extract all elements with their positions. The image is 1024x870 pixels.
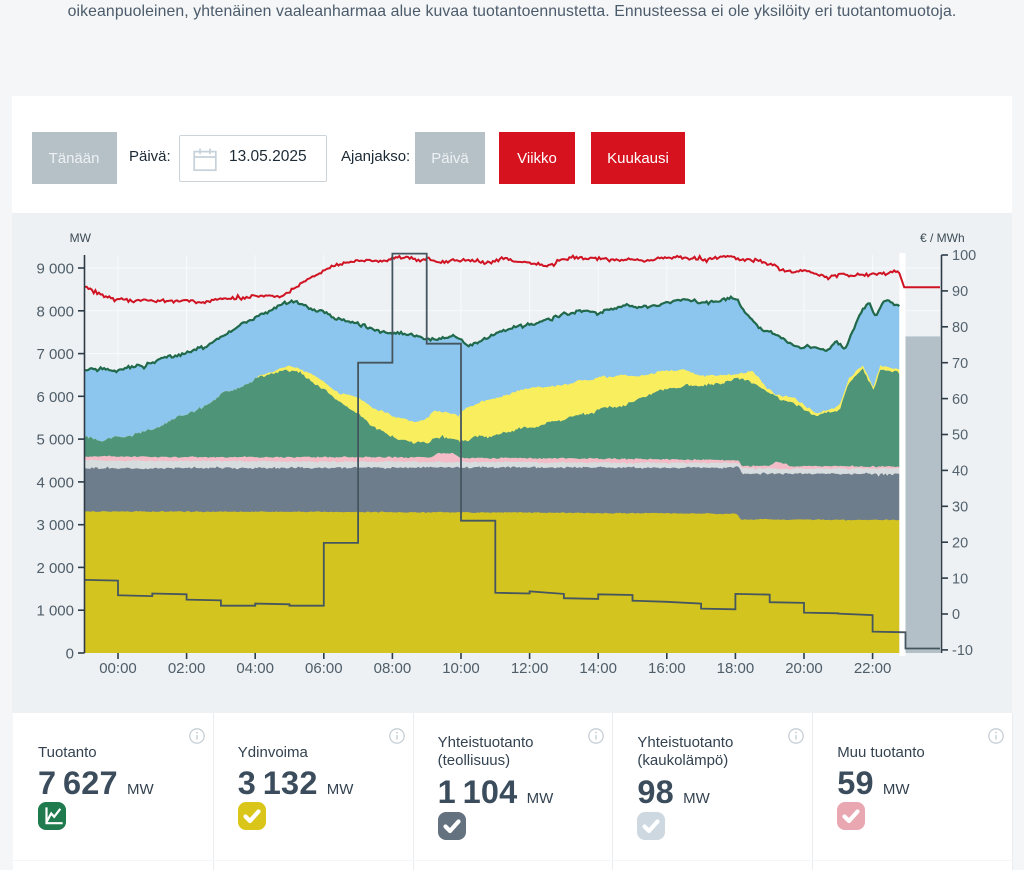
svg-text:MW: MW <box>70 231 92 245</box>
svg-text:2 000: 2 000 <box>36 560 74 577</box>
svg-text:0: 0 <box>66 646 74 663</box>
svg-text:20: 20 <box>952 535 968 551</box>
svg-text:04:00: 04:00 <box>236 660 274 677</box>
svg-text:€ / MWh: € / MWh <box>920 231 965 245</box>
svg-text:80: 80 <box>952 320 968 336</box>
svg-text:100: 100 <box>952 248 976 264</box>
svg-text:1 000: 1 000 <box>36 603 74 620</box>
svg-text:30: 30 <box>952 500 968 516</box>
svg-text:10:00: 10:00 <box>442 660 480 677</box>
svg-text:9 000: 9 000 <box>36 261 74 278</box>
svg-text:6 000: 6 000 <box>36 389 74 406</box>
svg-text:70: 70 <box>952 356 968 372</box>
svg-text:06:00: 06:00 <box>305 660 343 677</box>
svg-text:22:00: 22:00 <box>854 660 892 677</box>
svg-text:8 000: 8 000 <box>36 303 74 320</box>
svg-text:40: 40 <box>952 464 968 480</box>
svg-text:20:00: 20:00 <box>785 660 823 677</box>
svg-text:3 000: 3 000 <box>36 517 74 534</box>
svg-text:18:00: 18:00 <box>717 660 755 677</box>
svg-text:08:00: 08:00 <box>374 660 412 677</box>
svg-text:5 000: 5 000 <box>36 432 74 449</box>
svg-text:16:00: 16:00 <box>648 660 686 677</box>
svg-text:0: 0 <box>952 607 960 623</box>
svg-text:4 000: 4 000 <box>36 474 74 491</box>
svg-text:7 000: 7 000 <box>36 346 74 363</box>
svg-text:10: 10 <box>952 571 968 587</box>
svg-text:50: 50 <box>952 428 968 444</box>
svg-text:90: 90 <box>952 284 968 300</box>
svg-text:60: 60 <box>952 392 968 408</box>
svg-text:02:00: 02:00 <box>168 660 206 677</box>
svg-text:14:00: 14:00 <box>579 660 617 677</box>
svg-text:00:00: 00:00 <box>99 660 137 677</box>
svg-text:-10: -10 <box>952 643 973 659</box>
svg-text:12:00: 12:00 <box>511 660 549 677</box>
